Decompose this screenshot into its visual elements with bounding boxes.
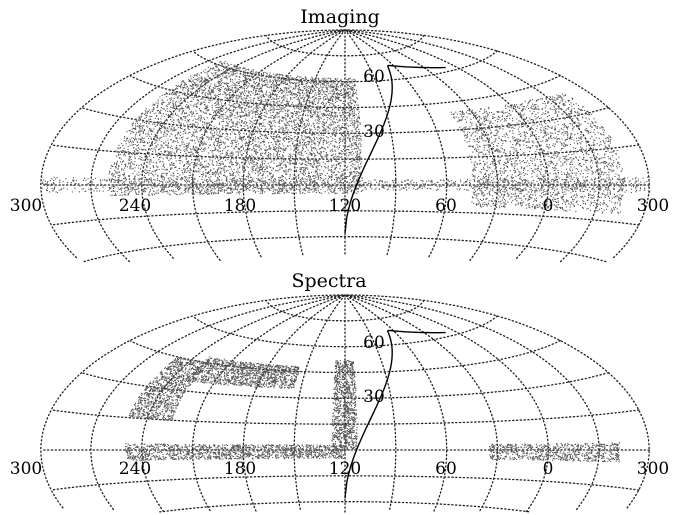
imaging-ra-label-0: 0 bbox=[543, 196, 554, 216]
spectra-meridian-line bbox=[344, 294, 600, 511]
imaging-ra-label-300-right: 300 bbox=[637, 196, 669, 216]
spectra-ra-label-60: 60 bbox=[435, 459, 457, 479]
spectra-coverage-vertical-strip bbox=[331, 359, 358, 451]
spectra-meridian-line bbox=[141, 294, 346, 513]
imaging-meridian-line bbox=[344, 29, 499, 261]
imaging-ra-label-60: 60 bbox=[435, 196, 457, 216]
imaging-parallel-line bbox=[129, 74, 561, 109]
spectra-meridian-line bbox=[344, 294, 650, 509]
imaging-dec-label-60: 60 bbox=[363, 67, 385, 87]
spectra-meridian-line bbox=[191, 294, 346, 512]
spectra-meridian-line bbox=[344, 294, 397, 510]
spectra-coverage-upper-band bbox=[186, 356, 300, 389]
spectra-meridian-line bbox=[344, 294, 448, 512]
spectra-parallel-line bbox=[159, 501, 530, 513]
imaging-meridian-line bbox=[40, 29, 346, 259]
imaging-coverage bbox=[40, 60, 651, 214]
spectra-meridian-line bbox=[293, 294, 346, 510]
imaging-meridian-line bbox=[242, 29, 346, 258]
imaging-ra-label-300-left: 300 bbox=[10, 196, 42, 216]
spectra-coverage-bottom-band bbox=[124, 443, 347, 461]
imaging-dec-label-30: 30 bbox=[363, 122, 385, 142]
imaging-ra-label-240: 240 bbox=[119, 196, 151, 216]
spectra-ra-label-300-right: 300 bbox=[637, 459, 669, 479]
spectra-ra-label-240: 240 bbox=[119, 459, 151, 479]
spectra-dec-label-30: 30 bbox=[363, 387, 385, 407]
imaging-coverage-equatorial-stripe bbox=[40, 176, 651, 194]
imaging-ra-label-120: 120 bbox=[329, 196, 361, 216]
spectra-title: Spectra bbox=[291, 270, 366, 292]
spectra-ra-label-180: 180 bbox=[224, 459, 256, 479]
imaging-meridian-line bbox=[90, 29, 346, 263]
spectra-meridian-line bbox=[344, 294, 499, 512]
imaging-meridian-line bbox=[141, 29, 346, 259]
imaging-title: Imaging bbox=[300, 6, 380, 28]
spectra-galactic-plane-curve bbox=[344, 329, 446, 499]
imaging-meridian-line bbox=[191, 29, 346, 261]
imaging-coverage-northern-cap bbox=[108, 60, 363, 197]
spectra-ra-label-0: 0 bbox=[543, 459, 554, 479]
spectra-meridian-line bbox=[90, 294, 346, 511]
imaging-meridian-line bbox=[293, 29, 346, 256]
spectra-coverage bbox=[124, 356, 621, 463]
spectra-coverage-left-block bbox=[128, 357, 210, 421]
spectra-meridian-line bbox=[40, 294, 346, 509]
spectra-ra-label-300-left: 300 bbox=[10, 459, 42, 479]
spectra-panel: Spectra 300 240 180 120 60 0 300 60 30 bbox=[10, 270, 669, 513]
spectra-dec-label-60: 60 bbox=[363, 333, 385, 353]
spectra-meridian-line bbox=[344, 294, 549, 513]
imaging-parallel-line bbox=[82, 236, 607, 263]
spectra-ra-label-120: 120 bbox=[329, 459, 361, 479]
imaging-meridian-line bbox=[344, 29, 397, 256]
imaging-coverage-southern-cap bbox=[450, 93, 626, 214]
imaging-panel: Imaging 300 240 180 120 60 0 300 60 30 bbox=[10, 6, 669, 263]
spectra-coverage-south-stripe bbox=[489, 442, 621, 463]
imaging-galactic-plane-curve bbox=[344, 64, 446, 234]
spectra-meridian-line bbox=[242, 294, 346, 512]
imaging-meridian-line bbox=[344, 29, 448, 258]
spectra-axis-labels: 300 240 180 120 60 0 300 60 30 bbox=[10, 333, 669, 479]
imaging-ra-label-180: 180 bbox=[224, 196, 256, 216]
imaging-axis-labels: 300 240 180 120 60 0 300 60 30 bbox=[10, 67, 669, 216]
imaging-meridian-line bbox=[344, 29, 600, 263]
imaging-meridian-line bbox=[344, 29, 650, 259]
